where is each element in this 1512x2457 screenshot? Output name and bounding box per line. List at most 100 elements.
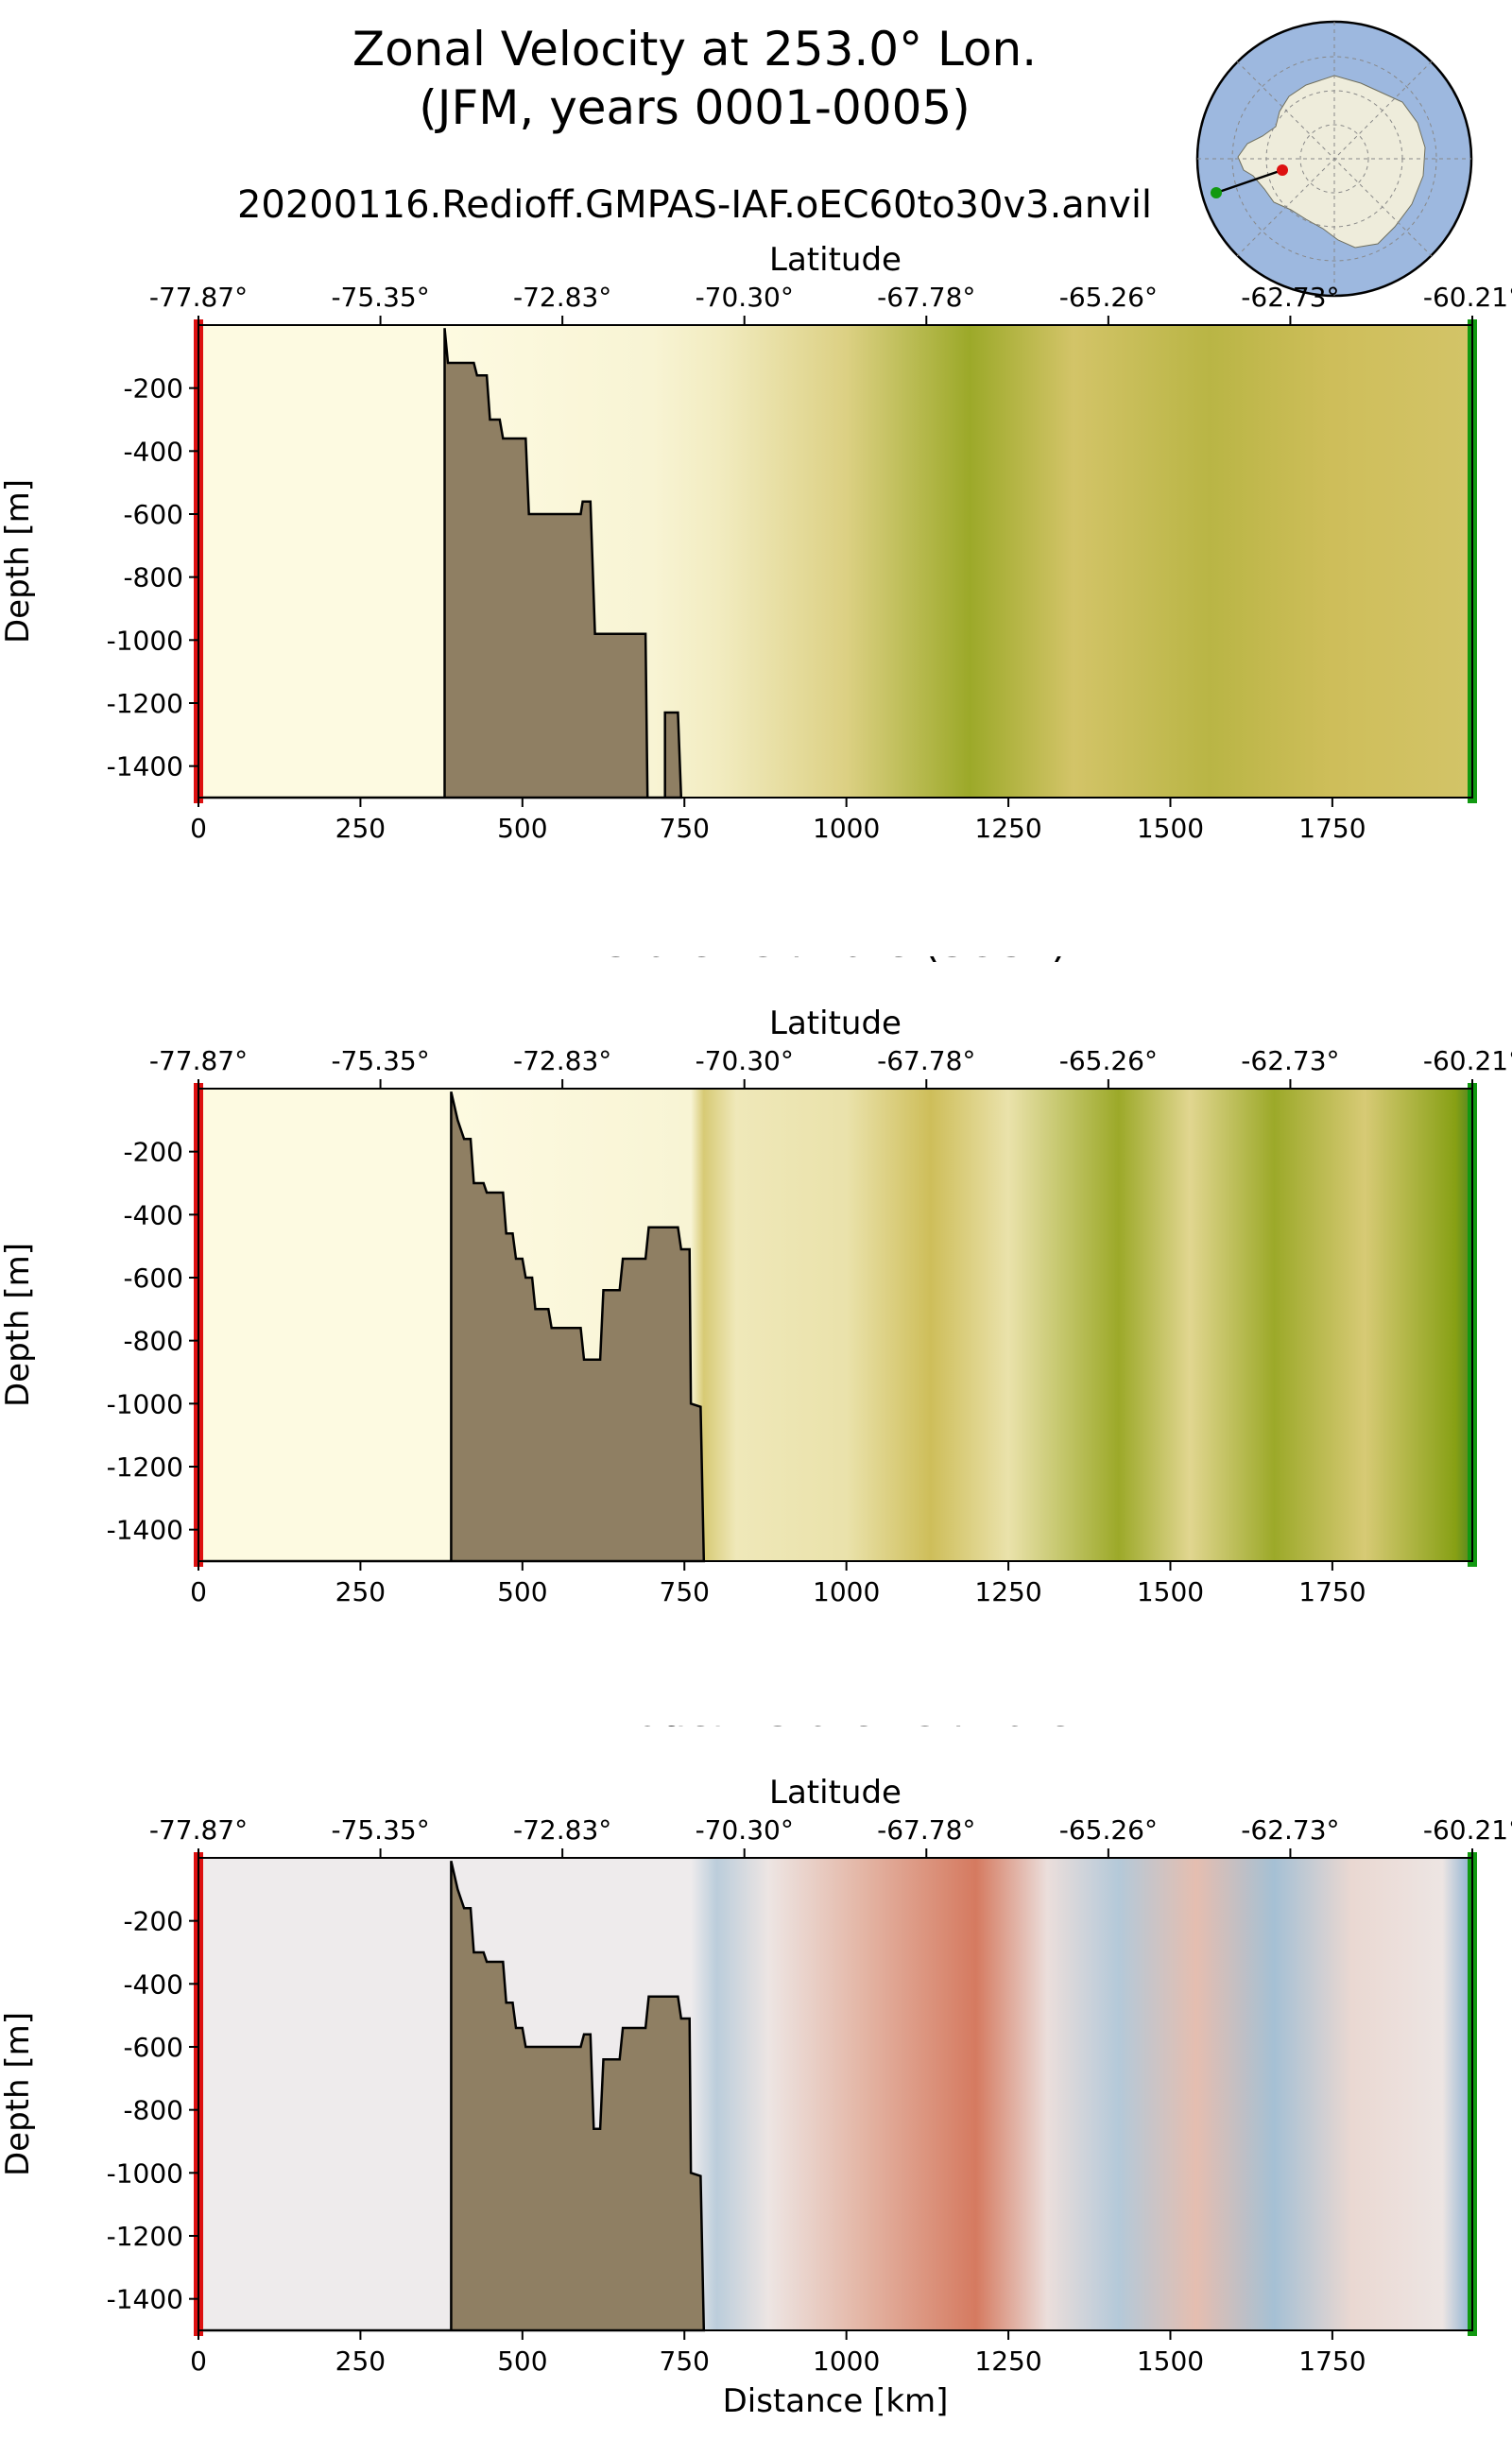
panel-difference: Model - State Estimate 0 250 500 750 1000 1250… (0, 1726, 1512, 2420)
bathymetry (198, 1861, 706, 2332)
plot-frame (198, 1088, 1473, 1562)
y-tick-label: -1400 (107, 2284, 183, 2315)
y-axis-label: Depth [m] (0, 1243, 37, 1407)
plot-frame (198, 324, 1473, 799)
x-tick-label: 1000 (813, 1576, 880, 1607)
y-tick-label: -800 (123, 2095, 183, 2126)
velocity-field (198, 1858, 1472, 2330)
y-tick-label: -1000 (107, 625, 183, 656)
top-axis-label: Latitude (769, 241, 902, 279)
panel-title: Model - State Estimate (599, 1726, 1073, 1736)
top-axis-label: Latitude (769, 1774, 902, 1812)
lat-tick-label: -67.78° (877, 282, 975, 313)
x-tick-label: 1500 (1137, 813, 1204, 844)
x-tick-label: 1250 (974, 1576, 1041, 1607)
lat-tick-label: -77.87° (149, 1045, 248, 1076)
x-axis-label: Distance [km] (723, 1613, 949, 1616)
x-tick-label: 750 (660, 2345, 710, 2377)
x-tick-label: 750 (660, 1576, 710, 1607)
y-tick-label: -400 (123, 436, 183, 467)
x-tick-label: 250 (335, 813, 386, 844)
lat-tick-label: -67.78° (877, 1814, 975, 1846)
x-tick-label: 0 (190, 813, 207, 844)
y-tick-label: -400 (123, 1968, 183, 2000)
lat-tick-label: -60.21° (1423, 1814, 1512, 1846)
lat-tick-label: -62.73° (1241, 1814, 1339, 1846)
panel-title: State Estimate (SOSE) (603, 956, 1067, 967)
x-tick-label: 500 (497, 813, 547, 844)
lat-tick-label: -60.21° (1423, 1045, 1512, 1076)
y-tick-label: -200 (123, 1137, 183, 1168)
lat-tick-label: -75.35° (331, 1045, 429, 1076)
lat-tick-label: -60.21° (1423, 282, 1512, 313)
run-name: 20200116.Redioff.GMPAS-IAF.oEC60to30v3.a… (236, 183, 1153, 227)
x-tick-label: 250 (335, 1576, 386, 1607)
x-tick-label: 1750 (1298, 813, 1366, 844)
x-tick-label: 750 (660, 813, 710, 844)
figure-title-line2: (JFM, years 0001-0005) (419, 80, 971, 135)
x-tick-label: 1500 (1137, 1576, 1204, 1607)
x-tick-label: 1000 (813, 813, 880, 844)
y-tick-label: -400 (123, 1199, 183, 1230)
lat-tick-label: -70.30° (696, 1045, 794, 1076)
x-tick-label: 1500 (1137, 2345, 1204, 2377)
x-tick-label: 1750 (1298, 2345, 1366, 2377)
x-tick-label: 0 (190, 1576, 207, 1607)
x-tick-label: 1250 (974, 2345, 1041, 2377)
x-tick-label: 250 (335, 2345, 386, 2377)
graticule (1197, 22, 1471, 296)
transect-end-marker (1211, 187, 1222, 198)
lat-tick-label: -70.30° (696, 1814, 794, 1846)
x-tick-label: 1250 (974, 813, 1041, 844)
panel-sose: State Estimate (SOSE) 0 250 500 750 1000 1250 1… (0, 956, 1512, 1616)
lat-tick-label: -62.73° (1241, 282, 1339, 313)
plot-frame (198, 1857, 1473, 2331)
lat-tick-label: -77.87° (149, 1814, 248, 1846)
y-tick-label: -200 (123, 1906, 183, 1937)
lat-tick-label: -75.35° (331, 282, 429, 313)
y-tick-label: -1000 (107, 1388, 183, 1419)
y-tick-label: -1200 (107, 1452, 183, 1483)
y-tick-label: -1200 (107, 688, 183, 719)
x-tick-label: 1000 (813, 2345, 880, 2377)
x-axis-label: Distance [km] (723, 2382, 949, 2420)
y-axis-label: Depth [m] (0, 479, 37, 644)
y-tick-label: -800 (123, 1326, 183, 1357)
y-tick-label: -200 (123, 373, 183, 404)
top-axis-label: Latitude (769, 1005, 902, 1042)
y-tick-label: -1000 (107, 2157, 183, 2189)
y-tick-label: -1400 (107, 1515, 183, 1546)
transect-line (1215, 168, 1283, 195)
antarctica-inset-map (1195, 20, 1473, 298)
figure-title-line1: Zonal Velocity at 253.0° Lon. (352, 22, 1038, 77)
bathymetry (198, 328, 683, 799)
transect-start-marker (1277, 164, 1288, 176)
x-tick-label: 1750 (1298, 1576, 1366, 1607)
x-tick-label: 500 (497, 1576, 547, 1607)
x-axis-label: Distance [km] (723, 850, 949, 852)
antarctica-landmass (1237, 75, 1426, 249)
y-tick-label: -1400 (107, 751, 183, 782)
x-tick-label: 0 (190, 2345, 207, 2377)
lat-tick-label: -67.78° (877, 1045, 975, 1076)
y-axis-label: Depth [m] (0, 2012, 37, 2176)
lat-tick-label: -65.26° (1059, 1045, 1158, 1076)
lat-tick-label: -65.26° (1059, 282, 1158, 313)
x-tick-label: 500 (497, 2345, 547, 2377)
y-tick-label: -600 (123, 2032, 183, 2063)
lat-tick-label: -77.87° (149, 282, 248, 313)
panel-model: 0 250 500 750 1000 1250 1500 1750 Distance [km] -… (0, 241, 1512, 852)
lat-tick-label: -72.83° (513, 282, 611, 313)
y-tick-label: -1200 (107, 2221, 183, 2252)
bathymetry (198, 1091, 706, 1563)
lat-tick-label: -70.30° (696, 282, 794, 313)
lat-tick-label: -65.26° (1059, 1814, 1158, 1846)
lat-tick-label: -72.83° (513, 1814, 611, 1846)
lat-tick-label: -75.35° (331, 1814, 429, 1846)
lat-tick-label: -72.83° (513, 1045, 611, 1076)
lat-tick-label: -62.73° (1241, 1045, 1339, 1076)
y-tick-label: -800 (123, 562, 183, 593)
velocity-field (198, 1089, 1472, 1561)
y-tick-label: -600 (123, 499, 183, 530)
y-tick-label: -600 (123, 1263, 183, 1294)
